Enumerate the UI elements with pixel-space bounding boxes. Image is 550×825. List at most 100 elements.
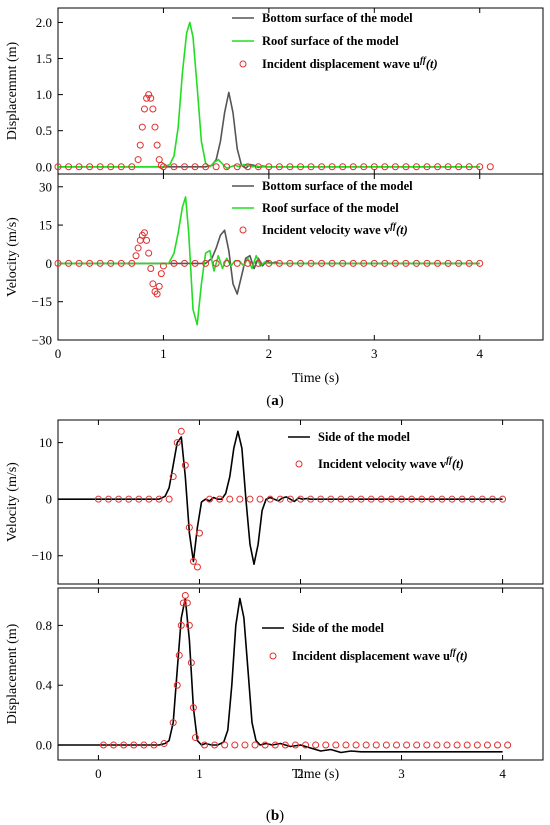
panel-a-bottom-data-point [465, 259, 473, 267]
panel-a-top-data-point [307, 163, 315, 171]
panel-a-top-ytick-label: 1.5 [36, 51, 52, 66]
panel-a-bottom-xtick-label: 1 [160, 346, 167, 361]
panel-a-bottom-data-point [117, 259, 125, 267]
panel-a-bottom-xtick-label: 0 [55, 346, 62, 361]
panel-b-top-data-point [499, 495, 507, 503]
panel-b-bottom-data-point [221, 741, 229, 749]
panel-b-top-data-point [266, 495, 274, 503]
panel-a-top-ylabel: Displacemmt (m) [5, 41, 20, 140]
panel-a-bottom-data-point [96, 259, 104, 267]
panel-b-top-data-point [448, 495, 456, 503]
panel-a-bottom-legend-swatch [239, 226, 247, 234]
panel-a-bottom-data-point [212, 259, 220, 267]
panel-b-bottom-data-point [261, 741, 269, 749]
panel-b-bottom-ytick-label: 0.0 [36, 738, 52, 753]
panel-a-top-data-point [370, 163, 378, 171]
panel-b-top-data-point [181, 461, 189, 469]
panel-b-top-data-point [155, 495, 163, 503]
panel-a-top-data-point [151, 123, 159, 131]
panel-b-bottom-data-point [183, 599, 191, 607]
panel-b-bottom-xtick-label: 2 [297, 766, 304, 781]
panel-b-top-data-point [337, 495, 345, 503]
panel-b-top-data-point [177, 427, 185, 435]
panel-a-top-data-point [212, 163, 220, 171]
panel-b-bottom-data-point [251, 741, 259, 749]
panel-a-top-data-point [434, 163, 442, 171]
panel-a-bottom-ytick-label: −30 [32, 333, 52, 348]
panel-a-top-data-point [145, 91, 153, 99]
panel-b-top-data-point [408, 495, 416, 503]
panel-b-bottom-data-point [281, 741, 289, 749]
panel-b-top-data-point [418, 495, 426, 503]
panel-b-top-data-point [256, 495, 264, 503]
panel-a-bottom-data-point [381, 259, 389, 267]
panel-a-bottom-data-point [143, 236, 151, 244]
panel-b-top-data-point [135, 495, 143, 503]
panel-a-top-data-point [265, 163, 273, 171]
panel-b-top-series-line [58, 430, 503, 565]
panel-b-bottom-series-line [58, 597, 503, 754]
panel-a-bottom-data-point [54, 259, 62, 267]
panel-b-bottom-xtick-label: 3 [398, 766, 405, 781]
panel-a-bottom-data-point [455, 259, 463, 267]
panel-b-bottom-series-0 [58, 597, 503, 754]
panel-a-bottom-data-point [286, 259, 294, 267]
panel-b-top-legend-swatch [295, 460, 303, 468]
panel-b-bottom-data-point [403, 741, 411, 749]
panel-b-top-data-point [297, 495, 304, 503]
panel-b-top-data-point [307, 495, 315, 503]
panel-a-bottom-legend-label: Incident velocity wave vff(t) [262, 221, 408, 237]
panel-b-top-data-point [428, 495, 436, 503]
panel-b-bottom-data-point [179, 599, 187, 607]
panel-a-top-data-point [486, 163, 494, 171]
panel-b-bottom-data-point [181, 591, 189, 599]
panel-b-top-data-point [317, 495, 325, 503]
panel-b-bottom-data-point [312, 741, 320, 749]
panel-a-bottom-ytick-label: 0 [46, 256, 53, 271]
panel-b-bottom-data-point [271, 741, 279, 749]
panel-a-bottom-data-point [132, 252, 140, 260]
panel-a-top-data-point [191, 163, 199, 171]
panel-a-bottom-data-point [360, 259, 368, 267]
panel-a-bottom-data-point [128, 259, 136, 267]
panel-b-top-ytick-label: −10 [32, 548, 52, 563]
panel-a-top-ytick-label: 2.0 [36, 15, 52, 30]
panel-b-bottom-data-point [99, 741, 107, 749]
panel-a-bottom-ytick-label: 15 [39, 218, 52, 233]
panel-a-bottom: −30 −15 0 15 30 0 1 2 3 4 Velocity (m/s) Time (s) Bo… [5, 173, 544, 386]
panel-a-bottom-data-point [202, 259, 210, 267]
panel-a-top-data-point [318, 163, 326, 171]
panel-b-top-data-point [478, 495, 486, 503]
panel-b-top-data-point [367, 495, 375, 503]
panel-b-top-data-point [236, 495, 244, 503]
panel-a-top-data-point [455, 163, 463, 171]
panel-a-bottom-series-1 [58, 196, 480, 326]
panel-a-top-data-point [153, 141, 161, 149]
panel-b-top-data-point [347, 495, 355, 503]
panel-b-bottom-ylabel: Displacement (m) [5, 623, 20, 724]
panel-b-bottom-xtick-label: 1 [196, 766, 203, 781]
panel-a-top-legend-swatch [239, 60, 247, 68]
panel-b-top-data-point [189, 557, 197, 565]
panel-b-bottom-data-point [483, 741, 491, 749]
panel-b-bottom-data-point [241, 741, 249, 749]
panel-b-top-data-point [438, 495, 446, 503]
panel-a-bottom-data-point [170, 259, 178, 267]
panel-a-top-data-point [147, 94, 155, 102]
panel-b-top-data-point [276, 495, 284, 503]
panel-a-bottom-series-line [58, 196, 480, 326]
panel-b-bottom-data-point [372, 741, 380, 749]
panel-b-top-data-point [115, 495, 123, 503]
panel-a-top-data-point [275, 163, 283, 171]
panel-a-bottom-data-point [339, 259, 347, 267]
panel-a-bottom-legend-label: Bottom surface of the model [262, 179, 413, 193]
panel-a-top-data-point [159, 163, 167, 171]
panel-a-bottom-data-point [434, 259, 442, 267]
panel-b-top-series-0 [58, 430, 503, 565]
panel-a-top-data-point [339, 163, 347, 171]
panel-b-bottom-data-point [392, 741, 400, 749]
panel-b-bottom-xtick-label: 4 [499, 766, 506, 781]
panel-a-bottom-data-point [153, 290, 161, 298]
panel-a-top-data-point [423, 163, 431, 171]
panel-a-bottom-data-point [65, 259, 73, 267]
